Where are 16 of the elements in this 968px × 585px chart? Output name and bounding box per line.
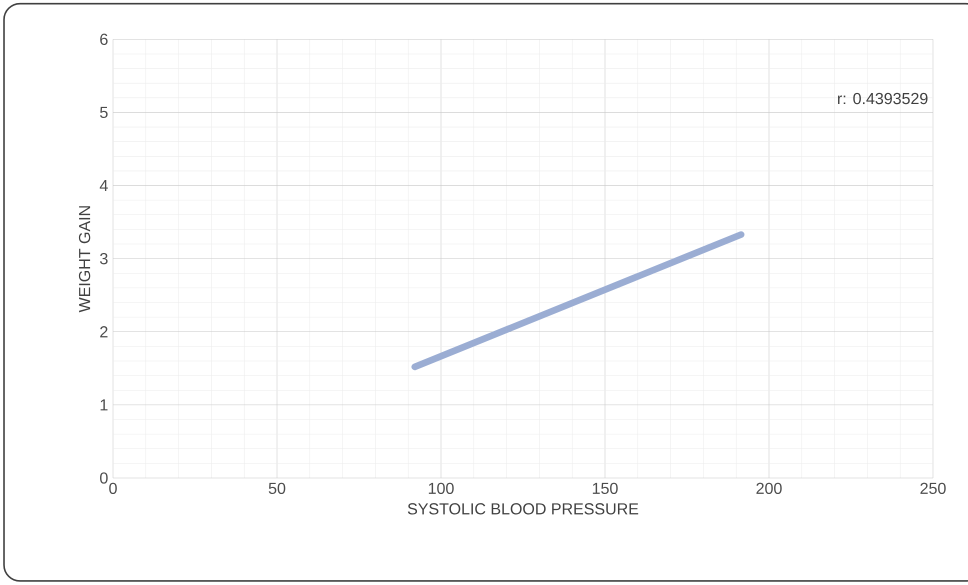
x-tick-label: 100 xyxy=(428,482,454,494)
y-tick-label: 2 xyxy=(100,326,108,338)
y-tick-label: 0 xyxy=(100,472,108,484)
y-tick-label: 4 xyxy=(100,180,108,192)
y-tick-label: 6 xyxy=(100,34,108,45)
annotation: r: 0.4393529 xyxy=(838,92,928,104)
x-tick-label: 150 xyxy=(592,482,618,494)
y-tick-label: 3 xyxy=(100,253,108,264)
y-tick-label: 1 xyxy=(100,399,108,410)
y-axis-title: WEIGHT GAIN xyxy=(78,206,90,312)
x-tick-label: 0 xyxy=(109,482,117,494)
y-tick-label: 5 xyxy=(100,106,108,118)
x-axis-title: SYSTOLIC BLOOD PRESSURE xyxy=(408,503,638,514)
x-tick-label: 200 xyxy=(756,482,782,494)
x-tick-label: 250 xyxy=(920,482,946,494)
x-tick-label: 50 xyxy=(268,482,286,494)
